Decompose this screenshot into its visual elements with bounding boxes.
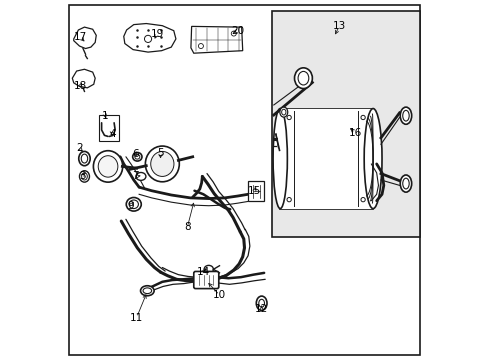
Ellipse shape [81, 173, 87, 180]
Polygon shape [190, 26, 242, 53]
Circle shape [360, 198, 365, 202]
Ellipse shape [203, 265, 213, 273]
FancyBboxPatch shape [193, 271, 218, 289]
Text: 12: 12 [255, 304, 268, 314]
Polygon shape [74, 27, 96, 49]
Ellipse shape [279, 107, 287, 117]
Ellipse shape [79, 152, 90, 166]
Circle shape [144, 35, 151, 42]
Ellipse shape [135, 154, 140, 159]
Text: 2: 2 [76, 143, 82, 153]
Ellipse shape [145, 146, 179, 182]
Ellipse shape [364, 109, 381, 208]
Ellipse shape [140, 286, 154, 296]
Ellipse shape [132, 153, 142, 161]
Circle shape [286, 198, 291, 202]
Circle shape [198, 44, 203, 49]
Ellipse shape [143, 288, 151, 294]
Ellipse shape [281, 109, 285, 115]
Text: 7: 7 [132, 171, 139, 181]
Text: 19: 19 [150, 29, 163, 39]
Ellipse shape [80, 171, 89, 182]
Text: 18: 18 [73, 81, 87, 91]
Bar [99, 115, 119, 141]
Text: 6: 6 [132, 149, 139, 159]
Ellipse shape [93, 151, 122, 182]
Bar [280, 109, 372, 208]
Text: 3: 3 [79, 171, 85, 181]
Ellipse shape [402, 111, 408, 121]
Ellipse shape [272, 109, 287, 208]
Ellipse shape [81, 154, 87, 163]
Circle shape [360, 115, 365, 120]
Ellipse shape [129, 200, 138, 208]
Ellipse shape [258, 299, 264, 307]
Text: 10: 10 [212, 290, 225, 300]
Ellipse shape [400, 175, 411, 192]
Ellipse shape [402, 178, 408, 189]
Bar [248, 181, 264, 202]
Ellipse shape [294, 68, 312, 89]
Text: 16: 16 [348, 128, 361, 138]
Ellipse shape [136, 172, 145, 180]
Text: 20: 20 [231, 26, 244, 36]
Ellipse shape [98, 156, 118, 177]
Text: 17: 17 [73, 32, 87, 42]
Polygon shape [72, 69, 95, 88]
Circle shape [286, 115, 291, 120]
Text: 8: 8 [183, 222, 190, 232]
Ellipse shape [150, 152, 174, 176]
Ellipse shape [126, 198, 141, 211]
Text: 1: 1 [102, 111, 108, 121]
Text: 15: 15 [247, 186, 260, 197]
Bar [272, 12, 419, 237]
Circle shape [231, 31, 236, 36]
Ellipse shape [298, 71, 308, 85]
Ellipse shape [256, 296, 266, 310]
Text: 13: 13 [332, 21, 345, 31]
Text: 4: 4 [109, 129, 115, 139]
Text: 11: 11 [130, 312, 143, 323]
Text: 14: 14 [196, 267, 210, 277]
Ellipse shape [400, 107, 411, 124]
Text: 9: 9 [127, 201, 134, 211]
Polygon shape [123, 23, 176, 52]
Text: 5: 5 [157, 148, 163, 158]
